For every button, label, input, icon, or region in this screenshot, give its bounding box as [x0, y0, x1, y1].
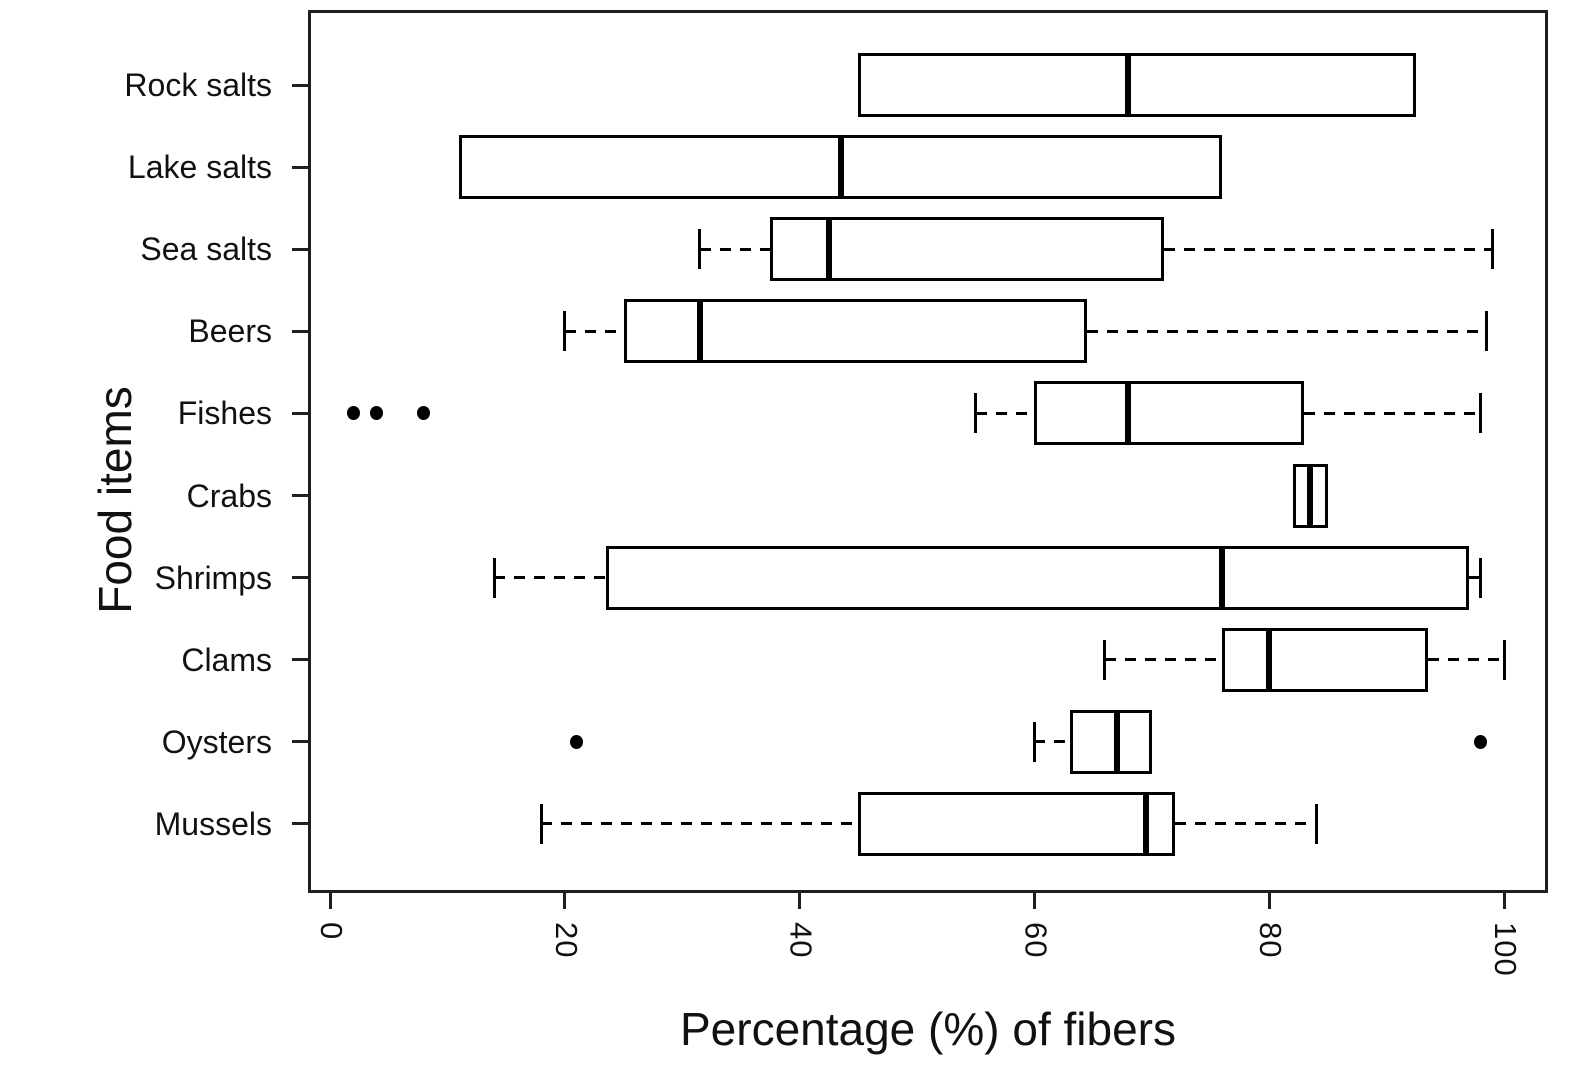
lower-whisker-cap [492, 557, 496, 598]
x-axis-title: Percentage (%) of fibers [679, 1003, 1176, 1055]
upper-whisker-sea-salts [1163, 247, 1493, 251]
lower-whisker-cap [698, 229, 702, 270]
y-axis-tick [292, 329, 308, 333]
x-axis-tick [563, 893, 567, 909]
upper-whisker-cap [1502, 639, 1506, 680]
lower-whisker-cap [1103, 639, 1107, 680]
median-line [825, 217, 832, 282]
x-tick-label: 0 [314, 922, 349, 941]
lower-whisker-cap [539, 803, 543, 844]
lower-whisker-fishes [975, 411, 1035, 415]
box-fishes [1034, 381, 1305, 446]
x-axis-tick [1267, 893, 1271, 909]
upper-whisker-cap [1314, 803, 1318, 844]
median-line [1307, 463, 1314, 528]
outlier-point [417, 406, 431, 421]
lower-whisker-sea-salts [699, 247, 771, 251]
lower-whisker-cap [563, 311, 567, 352]
median-line [1113, 709, 1120, 774]
x-axis-tick [798, 893, 802, 909]
lower-whisker-oysters [1034, 740, 1070, 744]
upper-whisker-cap [1490, 229, 1494, 270]
lower-whisker-mussels [541, 822, 859, 826]
y-axis-tick [292, 165, 308, 169]
category-label-lake-salts: Lake salts [127, 149, 272, 186]
lower-whisker-shrimps [494, 576, 606, 580]
x-tick-label: 40 [783, 922, 819, 959]
box-clams [1222, 627, 1428, 692]
upper-whisker-clams [1427, 658, 1504, 662]
plot-area [292, 10, 1548, 909]
outlier-point [1474, 734, 1488, 749]
median-line [1266, 627, 1273, 692]
upper-whisker-cap [1479, 557, 1483, 598]
upper-whisker-cap [1484, 311, 1488, 352]
box-shrimps [605, 545, 1469, 610]
outlier-point [370, 406, 384, 421]
lower-whisker-cap [1032, 721, 1036, 762]
category-label-shrimps: Shrimps [154, 559, 272, 596]
y-axis-tick [292, 822, 308, 826]
category-label-rock-salts: Rock salts [124, 67, 272, 103]
category-label-fishes: Fishes [177, 395, 272, 432]
y-axis-tick [292, 411, 308, 415]
y-axis-tick [292, 576, 308, 580]
x-tick-label: 80 [1253, 922, 1289, 959]
median-line [1142, 791, 1149, 856]
median-line [1125, 381, 1132, 446]
lower-whisker-clams [1104, 658, 1223, 662]
upper-whisker-fishes [1304, 411, 1481, 415]
category-label-sea-salts: Sea salts [140, 231, 272, 268]
box-beers [623, 299, 1088, 364]
outlier-point [570, 734, 584, 749]
median-line [837, 135, 844, 200]
category-label-beers: Beers [188, 313, 272, 350]
x-tick-label: 60 [1018, 922, 1054, 959]
upper-whisker-beers [1087, 329, 1487, 333]
x-axis-tick [1032, 893, 1036, 909]
category-label-crabs: Crabs [186, 477, 272, 514]
upper-whisker-shrimps [1468, 576, 1481, 580]
x-tick-label: 20 [548, 922, 584, 959]
y-axis-tick [292, 658, 308, 662]
outlier-point [346, 406, 360, 421]
x-axis-tick [1502, 893, 1506, 909]
y-axis-tick [292, 247, 308, 251]
upper-whisker-mussels [1175, 822, 1317, 826]
category-label-clams: Clams [181, 641, 272, 678]
box-mussels [858, 791, 1176, 856]
lower-whisker-cap [974, 393, 978, 434]
x-axis-tick [328, 893, 332, 909]
lower-whisker-beers [564, 329, 624, 333]
median-line [1125, 53, 1132, 117]
box-rock-salts [858, 53, 1416, 117]
box-sea-salts [770, 217, 1164, 282]
median-line [1219, 545, 1226, 610]
category-label-oysters: Oysters [161, 723, 272, 760]
category-label-mussels: Mussels [154, 805, 272, 842]
y-axis-tick [292, 83, 308, 87]
x-tick-label: 100 [1488, 922, 1523, 977]
box-oysters [1069, 709, 1152, 774]
y-axis-tick [292, 494, 308, 497]
median-line [696, 299, 703, 364]
y-axis-tick [292, 740, 308, 744]
upper-whisker-cap [1479, 393, 1483, 434]
